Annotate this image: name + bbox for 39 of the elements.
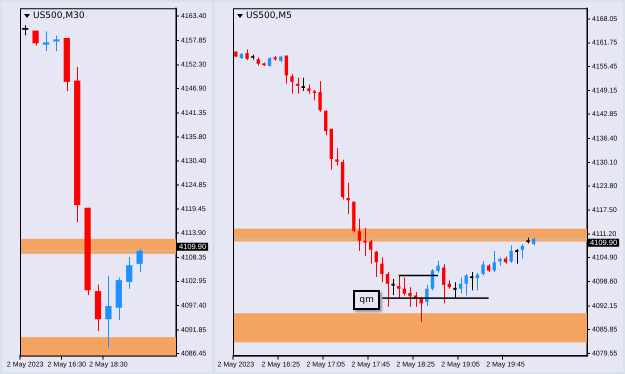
chart-title: US500,M30 [32, 11, 85, 22]
candlestick [358, 218, 362, 252]
candlestick [380, 256, 384, 283]
candlestick [268, 56, 272, 67]
annotation: qm [353, 290, 380, 310]
candlestick [374, 250, 378, 278]
candlestick [442, 264, 446, 304]
candlestick [126, 256, 132, 290]
candlestick [492, 250, 496, 273]
chart-title: US500,M5 [245, 11, 292, 22]
candlestick [32, 30, 39, 46]
candlestick [458, 276, 462, 294]
candlestick [307, 84, 311, 94]
candlestick [420, 296, 423, 322]
candlestick [290, 73, 294, 94]
candlestick [481, 260, 485, 276]
candlestick [425, 284, 429, 307]
candlestick [368, 239, 372, 264]
candlestick [515, 248, 518, 264]
candlestick [509, 244, 513, 264]
candlestick [318, 80, 322, 112]
candlestick [136, 248, 143, 273]
candlestick [363, 227, 367, 256]
candlestick [397, 274, 400, 300]
candlestick [402, 276, 406, 296]
candlestick [386, 272, 390, 308]
candlestick [284, 54, 288, 84]
candlestick [408, 286, 412, 308]
candlestick [245, 48, 249, 60]
candlestick [470, 272, 474, 291]
candlestick [520, 244, 524, 259]
candlestick [346, 182, 350, 215]
candlestick [436, 260, 440, 274]
candlestick [464, 273, 468, 296]
candlestick [312, 89, 316, 101]
candlestick [476, 272, 480, 291]
candlestick [324, 110, 328, 136]
candlestick [105, 275, 112, 348]
candlestick [302, 77, 305, 92]
